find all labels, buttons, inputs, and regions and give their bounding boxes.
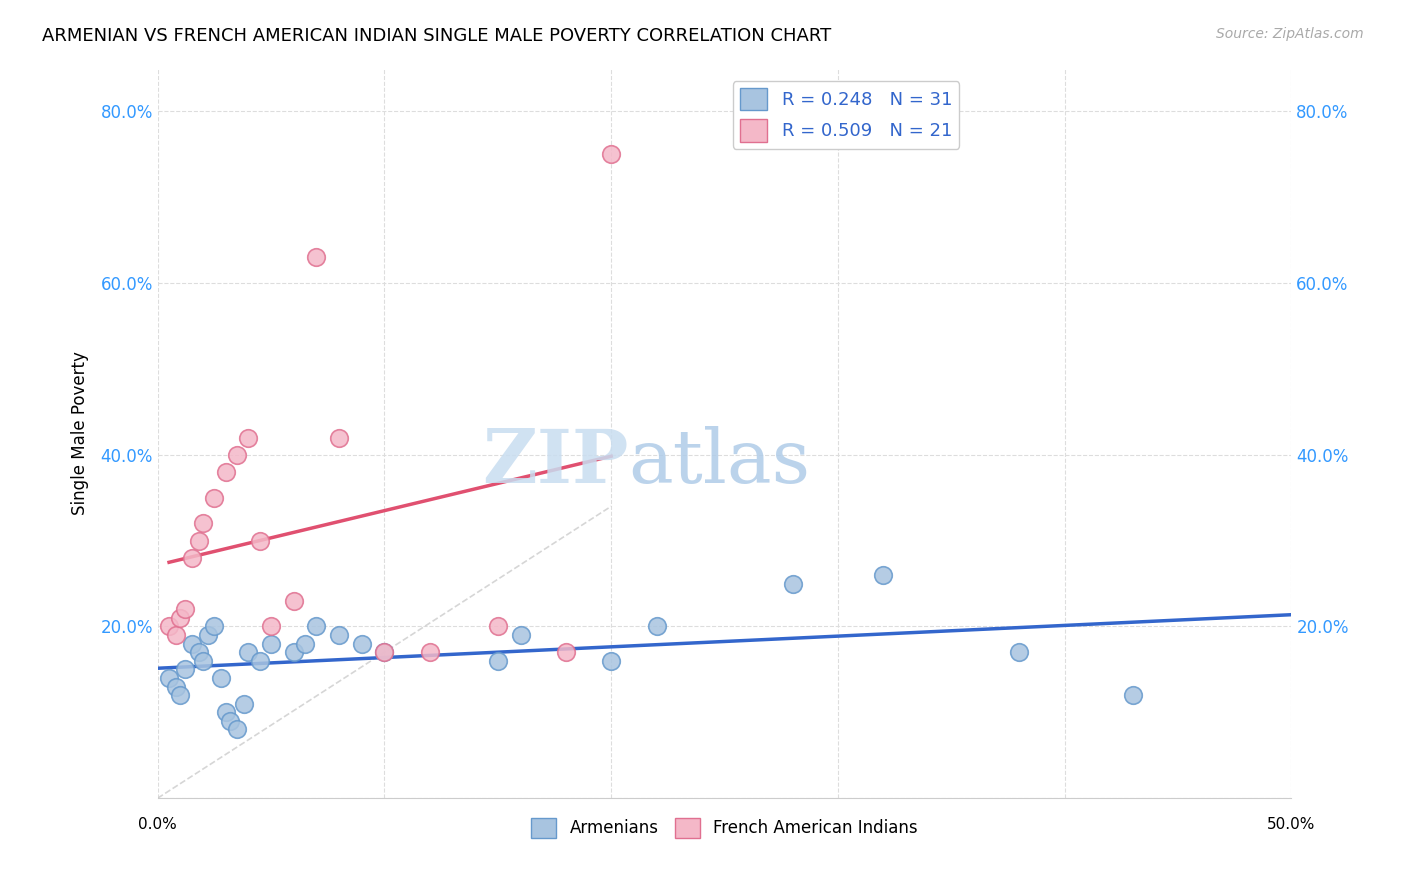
Point — [226, 723, 249, 737]
Point — [215, 706, 238, 720]
Point — [509, 628, 531, 642]
Point — [486, 654, 509, 668]
Point — [373, 645, 395, 659]
Point — [191, 516, 214, 531]
Point — [294, 637, 316, 651]
Point — [187, 533, 209, 548]
Point — [174, 662, 197, 676]
Point — [1008, 645, 1031, 659]
Point — [215, 465, 238, 479]
Point — [219, 714, 242, 728]
Point — [645, 619, 668, 633]
Point — [554, 645, 576, 659]
Point — [373, 645, 395, 659]
Point — [187, 645, 209, 659]
Y-axis label: Single Male Poverty: Single Male Poverty — [72, 351, 89, 516]
Point — [283, 593, 305, 607]
Point — [328, 431, 350, 445]
Point — [174, 602, 197, 616]
Point — [305, 619, 328, 633]
Point — [209, 671, 232, 685]
Point — [782, 576, 804, 591]
Text: ZIP: ZIP — [482, 426, 628, 499]
Text: atlas: atlas — [628, 426, 810, 499]
Point — [169, 688, 191, 702]
Point — [202, 491, 225, 505]
Point — [283, 645, 305, 659]
Point — [872, 568, 894, 582]
Point — [165, 680, 187, 694]
Point — [486, 619, 509, 633]
Point — [328, 628, 350, 642]
Point — [249, 654, 271, 668]
Point — [260, 637, 283, 651]
Point — [350, 637, 373, 651]
Point — [260, 619, 283, 633]
Point — [191, 654, 214, 668]
Point — [238, 431, 260, 445]
Point — [226, 448, 249, 462]
Point — [157, 671, 180, 685]
Text: 50.0%: 50.0% — [1267, 817, 1316, 831]
Legend: Armenians, French American Indians: Armenians, French American Indians — [524, 811, 925, 845]
Point — [600, 654, 623, 668]
Point — [169, 611, 191, 625]
Text: 0.0%: 0.0% — [138, 817, 177, 831]
Point — [157, 619, 180, 633]
Point — [1122, 688, 1144, 702]
Point — [419, 645, 441, 659]
Point — [180, 550, 202, 565]
Point — [232, 697, 254, 711]
Point — [238, 645, 260, 659]
Point — [165, 628, 187, 642]
Text: ARMENIAN VS FRENCH AMERICAN INDIAN SINGLE MALE POVERTY CORRELATION CHART: ARMENIAN VS FRENCH AMERICAN INDIAN SINGL… — [42, 27, 831, 45]
Point — [249, 533, 271, 548]
Point — [600, 147, 623, 161]
Text: Source: ZipAtlas.com: Source: ZipAtlas.com — [1216, 27, 1364, 41]
Point — [197, 628, 219, 642]
Point — [305, 251, 328, 265]
Point — [180, 637, 202, 651]
Point — [202, 619, 225, 633]
